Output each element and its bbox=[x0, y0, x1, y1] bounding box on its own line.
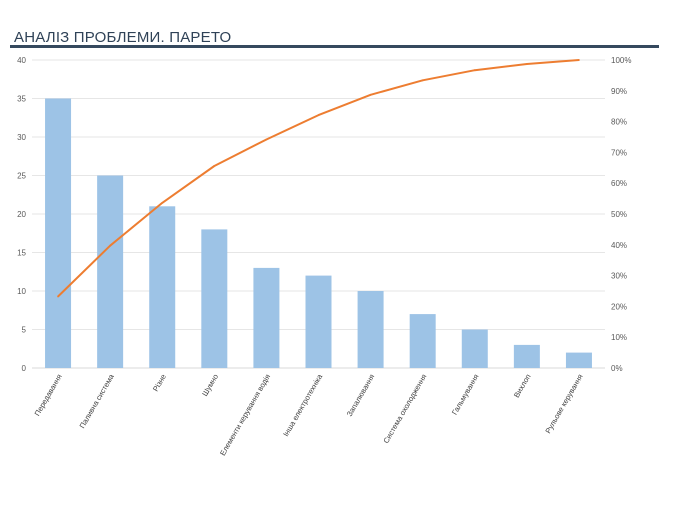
y-right-tick-label: 70% bbox=[611, 148, 627, 157]
y-right-tick-label: 10% bbox=[611, 333, 627, 342]
y-left-tick-label: 25 bbox=[17, 172, 26, 181]
y-right-tick-label: 90% bbox=[611, 87, 627, 96]
y-right-tick-label: 100% bbox=[611, 56, 631, 65]
x-category-label: Передавання bbox=[33, 373, 64, 418]
cumulative-line bbox=[57, 59, 580, 298]
line-point bbox=[317, 114, 320, 117]
bar bbox=[305, 275, 332, 368]
bar bbox=[253, 267, 280, 368]
line-point bbox=[161, 202, 164, 204]
bar bbox=[513, 344, 540, 368]
x-category-label: Інша електротехніка bbox=[281, 372, 324, 438]
x-category-label: Рульове керування bbox=[543, 373, 584, 436]
y-left-tick-label: 35 bbox=[17, 95, 26, 104]
page-title: АНАЛІЗ ПРОБЛЕМИ. ПАРЕТО bbox=[14, 29, 232, 46]
bar bbox=[357, 291, 384, 368]
line-point bbox=[473, 69, 476, 72]
x-category-label: Вихлоп bbox=[512, 373, 533, 400]
x-axis-categories: Передавання Паливна система Різне ШумноЕлем… bbox=[33, 372, 585, 457]
y-left-tick-label: 0 bbox=[22, 364, 27, 373]
cumulative-percent-line bbox=[57, 59, 580, 298]
y-right-tick-label: 60% bbox=[611, 179, 627, 188]
bar bbox=[149, 206, 176, 368]
line-point bbox=[109, 244, 112, 247]
x-category-label: Запалювання bbox=[345, 373, 376, 419]
x-category-label: Елементи керування водія bbox=[218, 373, 272, 458]
y-left-tick-label: 20 bbox=[17, 210, 26, 219]
bar bbox=[201, 229, 228, 368]
y-right-tick-label: 40% bbox=[611, 241, 627, 250]
y-right-tick-label: 0% bbox=[611, 364, 623, 373]
x-category-label: Паливна система bbox=[78, 372, 117, 430]
y-left-tick-label: 5 bbox=[22, 326, 27, 335]
bar bbox=[97, 175, 124, 368]
line-point bbox=[369, 93, 372, 96]
x-category-label: Різне bbox=[151, 373, 168, 393]
line-point bbox=[57, 295, 59, 298]
y-axis-left: 0 5 10 15 20 25 30 35 40 bbox=[17, 56, 26, 373]
y-left-tick-label: 10 bbox=[17, 287, 26, 296]
line-point bbox=[525, 63, 528, 65]
y-left-tick-label: 30 bbox=[17, 133, 26, 142]
bars bbox=[45, 98, 592, 368]
y-left-tick-label: 40 bbox=[17, 56, 26, 65]
line-point bbox=[578, 59, 580, 61]
x-category-label: Система охолодження bbox=[381, 373, 428, 445]
y-right-tick-label: 80% bbox=[611, 118, 627, 127]
bar bbox=[565, 352, 592, 368]
line-point bbox=[265, 138, 268, 141]
y-right-tick-label: 20% bbox=[611, 302, 627, 311]
y-axis-right: 0% 10% 20% 30% 40% 50% 60% 70% 80% 90% 100% bbox=[611, 56, 631, 373]
y-right-tick-label: 50% bbox=[611, 210, 627, 219]
x-category-label: Шумно bbox=[200, 373, 220, 398]
bar bbox=[461, 329, 488, 368]
x-category-label: Гальмування bbox=[450, 372, 481, 416]
y-right-tick-label: 30% bbox=[611, 272, 627, 281]
bar bbox=[45, 98, 72, 368]
line-point bbox=[213, 165, 216, 167]
bar bbox=[409, 314, 436, 368]
y-left-tick-label: 15 bbox=[17, 249, 26, 258]
title-rule bbox=[10, 45, 659, 48]
line-point bbox=[421, 79, 424, 82]
